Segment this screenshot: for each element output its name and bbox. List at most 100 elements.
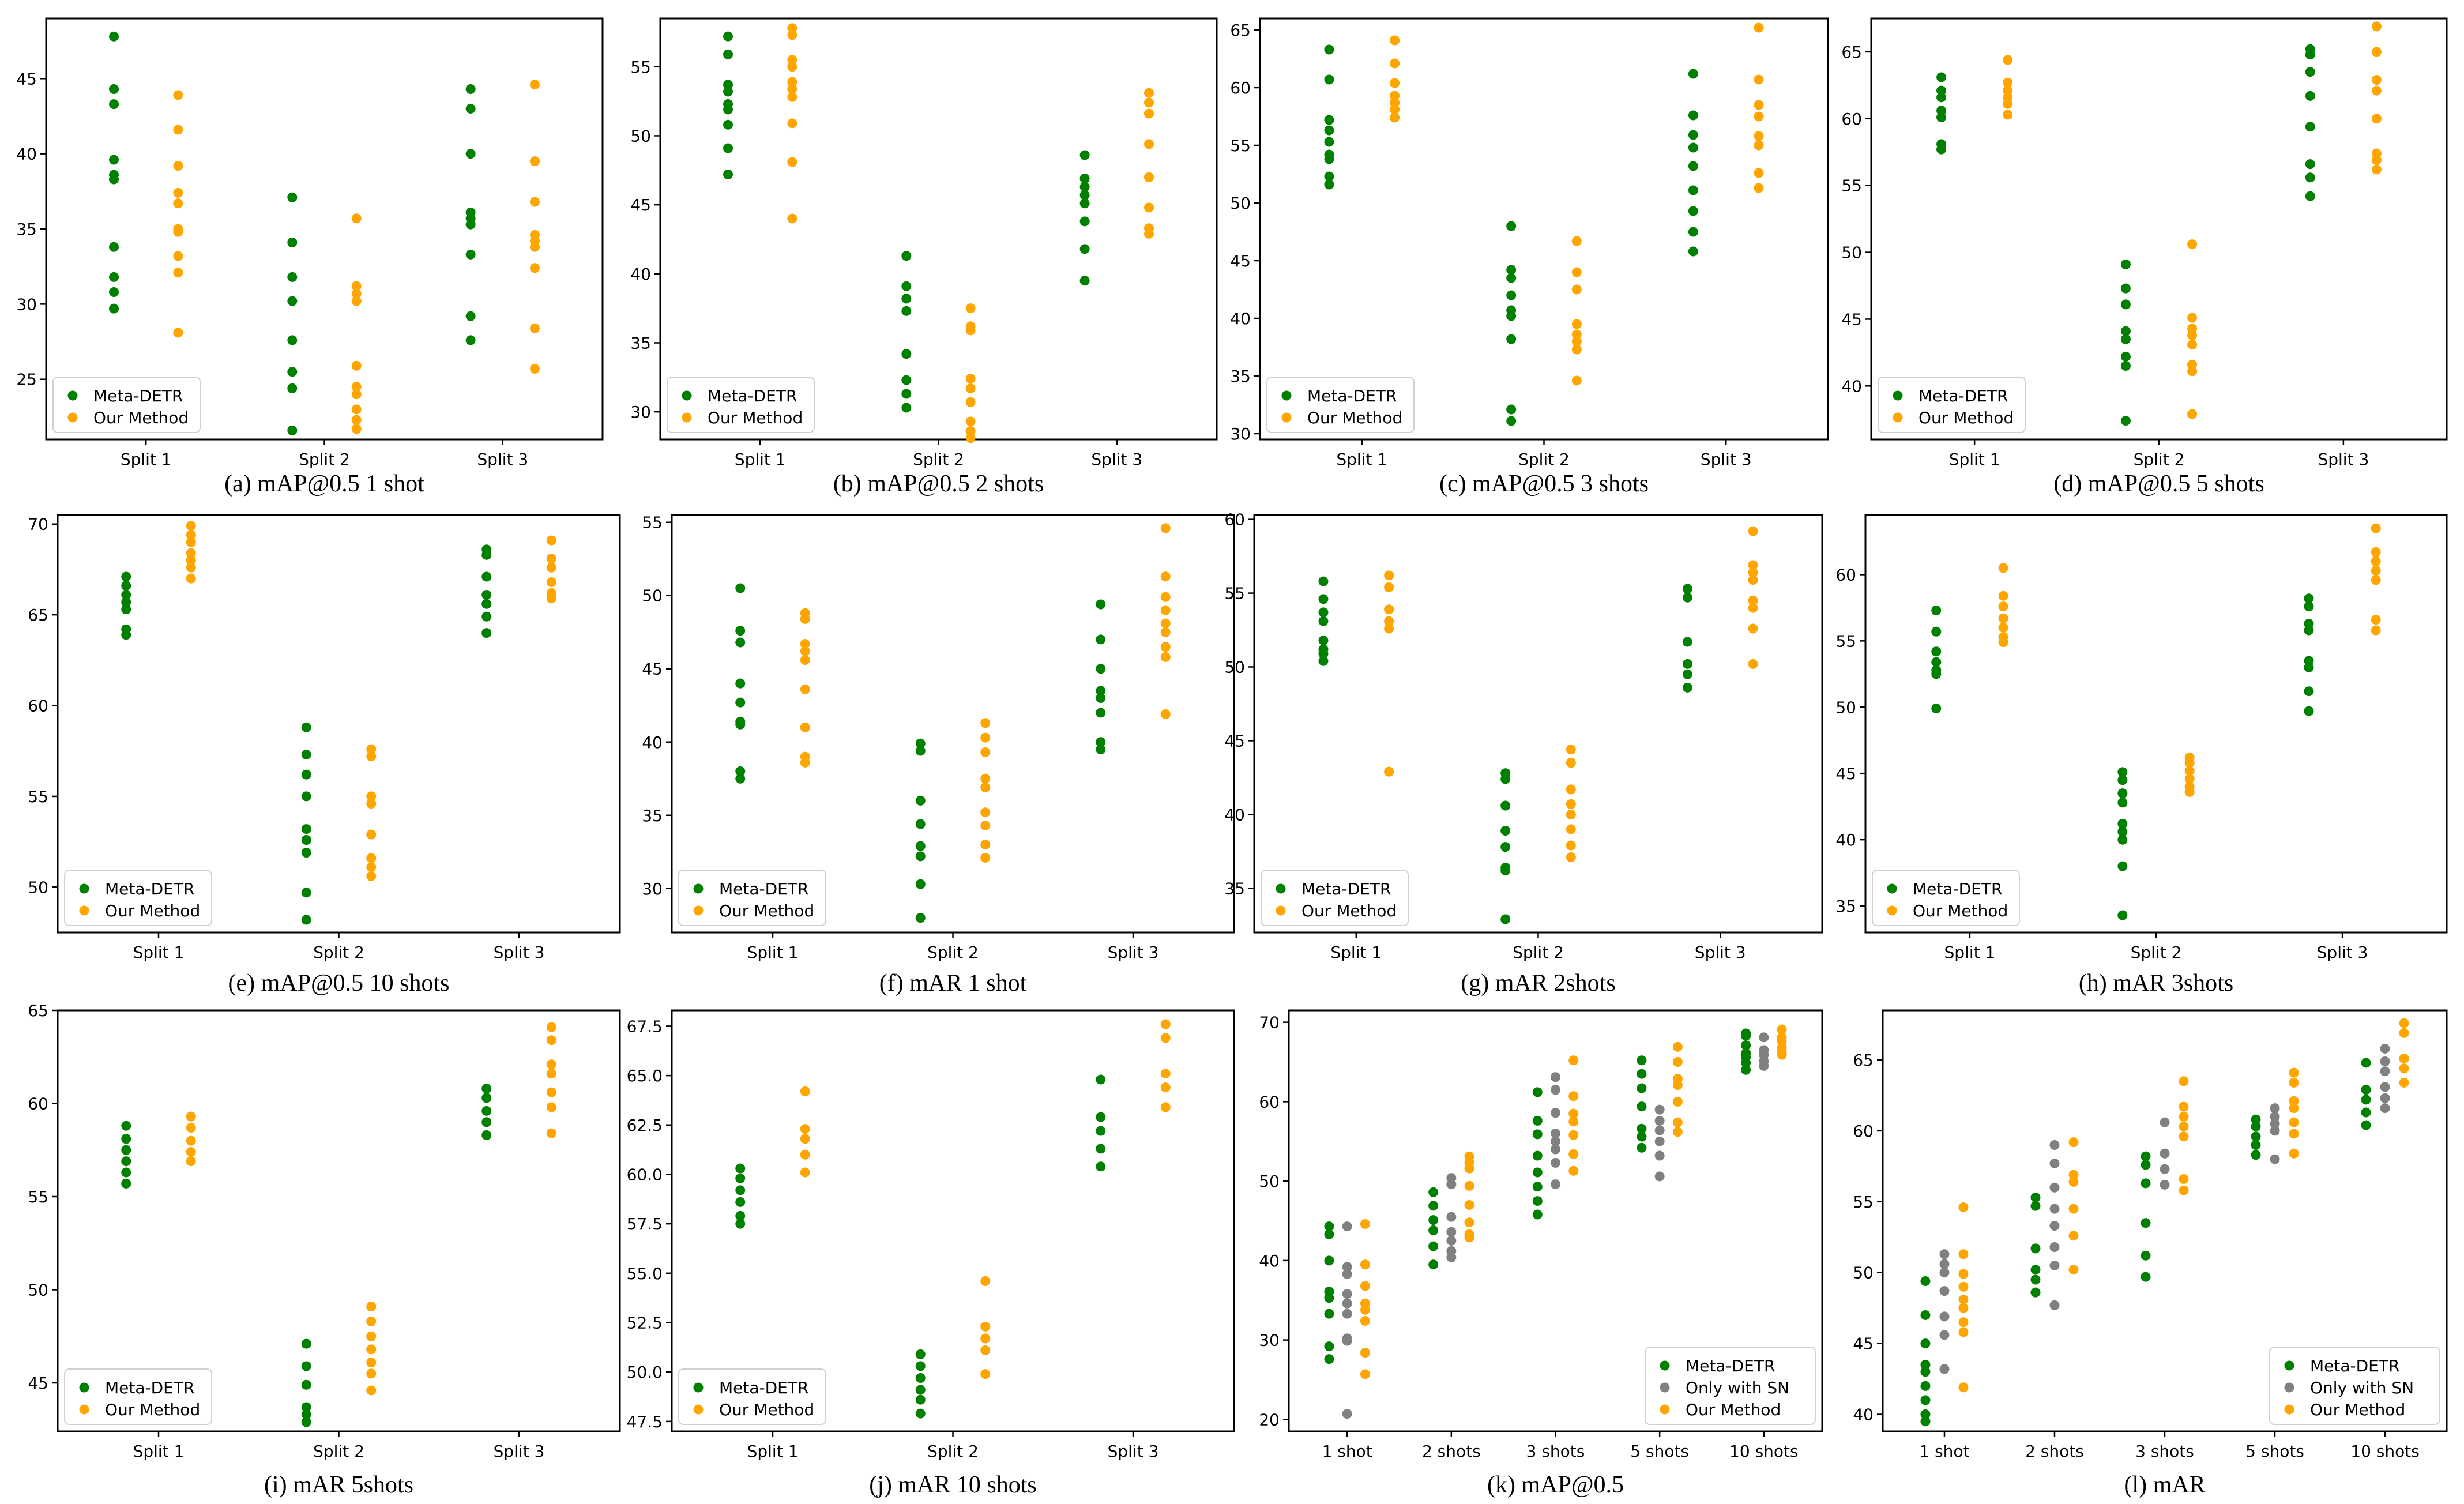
x-tick-label: Split 2 (927, 1442, 979, 1461)
data-point (1551, 1157, 1560, 1168)
data-point (2120, 259, 2131, 269)
data-point (1143, 202, 1154, 213)
y-tick-label: 50 (1841, 243, 1862, 262)
y-tick-label: 55 (1224, 584, 1245, 603)
data-point (481, 1130, 492, 1140)
x-tick-label: Split 2 (299, 450, 350, 469)
data-point (287, 425, 298, 435)
data-point (529, 363, 540, 374)
data-point (121, 1167, 131, 1178)
data-point (1390, 58, 1400, 69)
data-point (1079, 216, 1090, 227)
data-point (800, 684, 810, 694)
data-point (351, 360, 362, 371)
data-point (1342, 1298, 1352, 1309)
data-point (2304, 662, 2314, 672)
data-point (2003, 77, 2013, 88)
data-point (1079, 182, 1090, 192)
data-point (546, 1102, 556, 1112)
data-point (735, 637, 746, 648)
data-point (1324, 1221, 1334, 1232)
data-point (723, 169, 733, 179)
data-point (1754, 100, 1764, 110)
data-point (735, 626, 746, 636)
data-point (1777, 1024, 1787, 1035)
chart-caption: (f) mAR 1 shot (879, 970, 1027, 997)
data-point (901, 349, 912, 359)
data-point (1748, 659, 1758, 669)
data-point (546, 562, 556, 573)
legend-label: Our Method (719, 1400, 814, 1419)
data-point (1324, 125, 1334, 136)
data-point (1446, 1212, 1457, 1222)
legend-marker (79, 883, 89, 894)
data-point (366, 1316, 377, 1326)
data-point (787, 55, 797, 65)
legend-label: Our Method (105, 901, 200, 920)
y-tick-label: 55.0 (627, 1264, 663, 1283)
data-point (1464, 1163, 1474, 1174)
data-point (1500, 825, 1511, 836)
data-point (2160, 1179, 2170, 1190)
data-point (2251, 1131, 2261, 1142)
data-point (1654, 1104, 1665, 1115)
data-point (735, 697, 746, 708)
data-point (1654, 1115, 1665, 1126)
data-point (1688, 227, 1698, 237)
data-point (2305, 50, 2315, 60)
chart-c: 30 35 40 45 50 55 60 65 Split 1 Split 2 Split 3 Met… (1230, 17, 1829, 497)
legend-box (1645, 1347, 1816, 1425)
legend-marker (682, 390, 692, 401)
data-point (2068, 1204, 2079, 1214)
data-point (915, 1373, 926, 1383)
data-point (287, 192, 298, 202)
y-tick-label: 65 (1230, 21, 1251, 40)
data-point (2120, 326, 2131, 336)
data-point (735, 766, 746, 777)
data-point (1096, 693, 1106, 704)
data-point (1637, 1131, 1647, 1142)
x-tick-label: 5 shots (2245, 1442, 2304, 1461)
chart-h: 35 40 45 50 55 60 Split 1 Split 2 Split 3 Meta-DE… (1835, 514, 2448, 997)
data-point (1464, 1180, 1474, 1191)
data-point (723, 31, 733, 42)
data-point (1958, 1294, 1969, 1304)
data-point (2289, 1067, 2299, 1078)
x-tick-label: Split 1 (1330, 943, 1382, 962)
data-point (1571, 267, 1582, 277)
data-point (1551, 1108, 1560, 1118)
data-point (366, 862, 377, 873)
data-point (1532, 1150, 1543, 1161)
y-tick-label: 25 (16, 370, 37, 389)
data-point (1390, 91, 1400, 101)
legend-label: Meta-DETR (708, 386, 797, 405)
data-point (2371, 114, 2382, 124)
legend-marker (682, 412, 692, 423)
x-tick-label: Split 2 (2131, 943, 2182, 962)
y-tick-label: 40 (16, 145, 37, 164)
data-point (2270, 1126, 2280, 1136)
legend-box (64, 1368, 212, 1425)
data-point (1384, 582, 1394, 592)
data-point (1637, 1083, 1647, 1093)
data-point (173, 268, 183, 278)
data-point (1920, 1381, 1931, 1391)
data-point (481, 628, 492, 638)
data-point (723, 49, 733, 59)
y-tick-label: 45 (1230, 251, 1251, 270)
chart-d: 40 45 50 55 60 65 Split 1 Split 2 Split 3 Meta-DE… (1841, 17, 2448, 497)
data-point (2361, 1095, 2371, 1105)
data-point (1160, 1019, 1171, 1029)
data-point (1160, 1069, 1171, 1079)
data-point (1688, 206, 1698, 216)
data-point (1160, 652, 1171, 662)
y-tick-label: 50 (1230, 194, 1251, 213)
data-point (980, 821, 991, 831)
data-point (2120, 351, 2131, 362)
x-tick-label: 2 shots (1422, 1442, 1481, 1461)
data-point (1506, 311, 1517, 321)
data-point (2187, 409, 2198, 419)
data-point (109, 31, 119, 42)
x-tick-label: 10 shots (2350, 1442, 2420, 1461)
data-point (2049, 1204, 2060, 1214)
